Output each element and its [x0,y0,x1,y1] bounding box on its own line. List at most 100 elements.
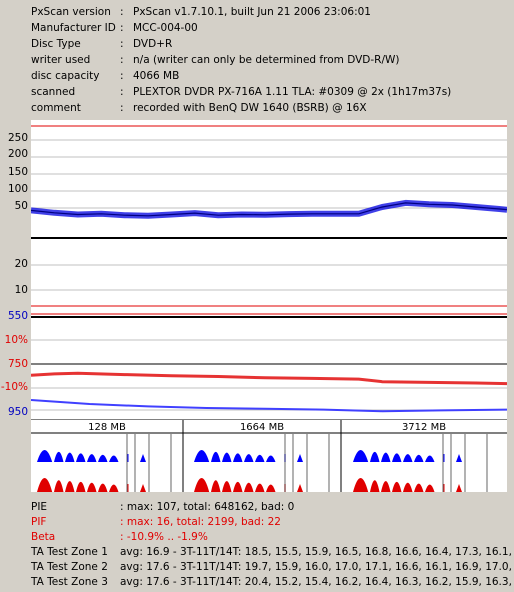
info-row: Manufacturer ID: MCC-004-00 [0,20,514,36]
ta-histogram-peak [87,482,97,492]
ta-histogram-peak [37,478,53,492]
pif-axis-label: 10 [14,284,28,296]
ta-histogram-peak [244,482,254,492]
ta-histogram-peak [233,481,243,492]
info-value: PxScan v1.7.10.1, built Jun 21 2006 23:0… [133,6,371,18]
ta-histogram-peak [211,480,221,492]
summary-key: TA Test Zone 2 [31,561,108,573]
ta-histogram-peak [414,483,424,492]
pie-axis-label: 150 [7,166,28,178]
ta-histogram-peak [266,484,276,492]
ta-histogram-peak [381,452,391,462]
ta-histogram-peak [140,484,146,492]
pif-axis-label: 20 [14,258,28,270]
ta-histogram-peak [266,455,276,462]
info-colon: : [120,70,124,82]
summary-row: PIE : max: 107, total: 648162, bad: 0 [0,500,514,515]
ta-histogram-peak [456,454,462,462]
ta-histogram-peak [392,481,402,492]
summary-row: TA Test Zone 2 avg: 17.6 - 3T-11T/14T: 19… [0,560,514,575]
jitter-axis-label: 550 [7,310,28,322]
pie-axis-label: 200 [7,148,28,160]
ta-histogram-peak [76,453,86,462]
summary-value: avg: 17.6 - 3T-11T/14T: 19.7, 15.9, 16.0… [120,561,514,573]
info-colon: : [120,22,124,34]
summary-key: TA Test Zone 3 [31,576,108,588]
summary-key: Beta [31,531,56,543]
beta-series [30,371,508,386]
ta-histogram-peak [65,481,75,492]
ta-histogram-peak [403,482,413,492]
info-key: Disc Type [31,38,81,50]
summary-key: PIF [31,516,47,528]
beta-axis-label: -10% [0,381,28,393]
jitter-series [30,399,508,413]
summary-row: PIF : max: 16, total: 2199, bad: 22 [0,515,514,530]
ta-histogram-peak [98,483,108,492]
ta-header: 3712 MB [402,422,446,433]
info-value: n/a (writer can only be determined from … [133,54,400,66]
info-row: PxScan version: PxScan v1.7.10.1, built J… [0,4,514,20]
jitter-axis-label: 10% [4,334,28,346]
info-row: Disc Type: DVD+R [0,36,514,52]
summary-key: PIE [31,501,48,513]
ta-histogram-peak [140,454,146,462]
info-value: PLEXTOR DVDR PX-716A 1.11 TLA: #0309 @ 2… [133,86,452,98]
ta-histogram-peak [98,454,108,462]
ta-histogram-peak [222,452,232,462]
ta-histogram-peak [353,478,369,492]
info-key: scanned [31,86,76,98]
summary-row: Beta : -10.9% .. -1.9% [0,530,514,545]
ta-histogram-peak [255,483,265,492]
info-row: comment: recorded with BenQ DW 1640 (BSRB… [0,100,514,116]
ta-histogram-peak [425,455,435,462]
summary-value: : max: 16, total: 2199, bad: 22 [120,516,281,528]
ta-histogram-peak [370,451,380,462]
summary-value: : -10.9% .. -1.9% [120,531,208,543]
ta-histogram-peak [381,481,391,492]
info-colon: : [120,6,124,18]
ta-histogram-peak [76,481,86,492]
ta-background [31,420,507,492]
info-value: 4066 MB [133,70,180,82]
summary-value: : max: 107, total: 648162, bad: 0 [120,501,295,513]
ta-histogram-peak [244,454,254,462]
info-key: PxScan version [31,6,111,18]
pie-axis-label: 250 [7,132,28,144]
ta-histogram-peak [297,454,303,462]
summary-key: TA Test Zone 1 [31,546,108,558]
summary-row: TA Test Zone 1 avg: 16.9 - 3T-11T/14T: 18… [0,545,514,560]
info-colon: : [120,38,124,50]
info-value: recorded with BenQ DW 1640 (BSRB) @ 16X [133,102,367,114]
pie-axis-label: 50 [14,200,28,212]
info-key: comment [31,102,81,114]
info-colon: : [120,102,124,114]
ta-histogram-peak [353,450,369,462]
ta-histogram-peak [109,484,119,492]
beta-axis-label: 750 [7,358,28,370]
info-key: Manufacturer ID [31,22,116,34]
pie-axis-label: 100 [7,183,28,195]
ta-header: 1664 MB [240,422,284,433]
beta-axis-label: 950 [7,406,28,418]
summary-value: avg: 17.6 - 3T-11T/14T: 20.4, 15.2, 15.4… [120,576,514,588]
pie-series-avg [30,202,508,217]
ta-histogram-peak [54,480,64,492]
ta-histogram-peak [211,451,221,462]
info-key: writer used [31,54,91,66]
info-row: disc capacity:4066 MB [0,68,514,84]
ta-histogram-peak [425,484,435,492]
ta-histogram-peak [403,454,413,462]
ta-histogram-peak [194,450,210,462]
ta-histogram-peak [65,452,75,462]
ta-histogram-peak [392,453,402,462]
scan-graph: 128 MB 1664 MB 3712 MB [30,125,508,492]
summary-value: avg: 16.9 - 3T-11T/14T: 18.5, 15.5, 15.9… [120,546,514,558]
info-key: disc capacity [31,70,100,82]
ta-histogram-peak [255,454,265,462]
info-value: DVD+R [133,38,173,50]
info-colon: : [120,54,124,66]
info-colon: : [120,86,124,98]
ta-histogram-peak [37,450,53,462]
ta-histogram-peak [456,484,462,492]
